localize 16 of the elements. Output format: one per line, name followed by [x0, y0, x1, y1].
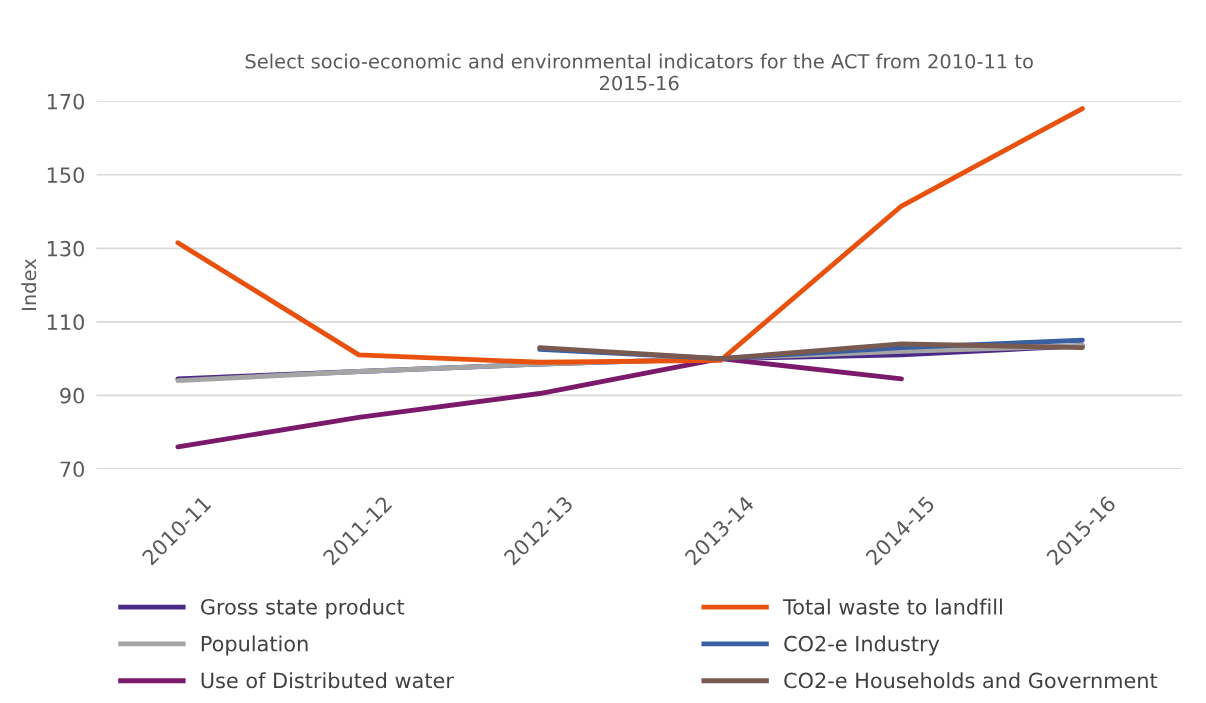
legend-label: Population [201, 635, 308, 656]
y-axis-title: Index [21, 258, 37, 310]
legend-label: CO2-e Households and Government [784, 672, 1158, 689]
y-tick-label: 150 [47, 167, 84, 183]
y-tick-label: 90 [60, 387, 84, 404]
line-series [175, 106, 1085, 365]
line-series [175, 356, 904, 450]
legend-label: Total waste to landfill [783, 598, 1002, 615]
chart-title: Select socio-economic and environmental indicators for the ACT from 2010-11 to 2015-16 [245, 53, 1033, 91]
y-tick-label: 170 [47, 93, 84, 110]
legend-label: Gross state product [201, 598, 405, 619]
y-tick-label: 130 [47, 240, 84, 257]
y-tick-label: 110 [47, 314, 84, 331]
y-tick-label: 70 [60, 461, 84, 478]
legend-label: Use of Distributed water [201, 672, 454, 689]
legend-label: CO2-e Industry [784, 635, 940, 656]
